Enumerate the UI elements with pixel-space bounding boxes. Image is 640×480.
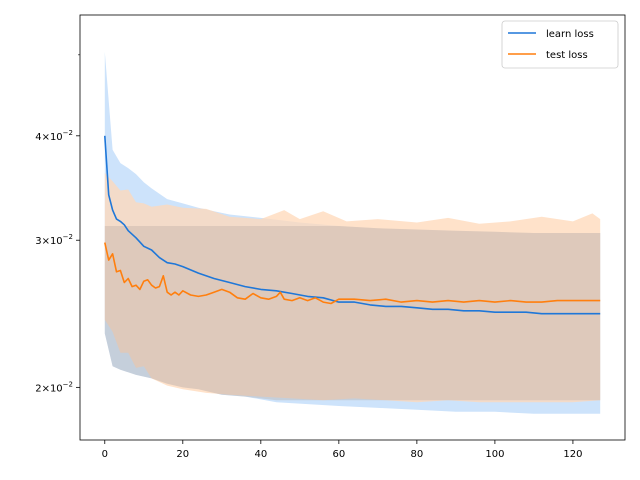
x-axis-ticks: 0 20 40 60 80 100 120 (102, 440, 582, 460)
x-tick-label: 40 (254, 449, 267, 460)
legend: learn loss test loss (501, 20, 619, 69)
plot-frame (79, 14, 626, 441)
line-learn-loss (104, 135, 601, 315)
line-test-loss (104, 242, 601, 305)
band-overlap (104, 226, 601, 401)
x-tick-label: 120 (563, 449, 582, 460)
x-tick-label: 100 (485, 449, 504, 460)
x-tick-label: 0 (102, 449, 108, 460)
band-test-loss (104, 173, 601, 403)
x-tick-label: 20 (176, 449, 189, 460)
x-tick-label: 80 (411, 449, 424, 460)
y-tick-label: 3×10−2 (35, 233, 73, 247)
y-tick-label: 2×10−2 (35, 380, 73, 394)
x-tick-label: 60 (332, 449, 345, 460)
series-lines (104, 135, 601, 315)
y-tick-label: 4×10−2 (35, 129, 73, 143)
legend-label: test loss (546, 50, 588, 61)
confidence-bands (104, 51, 601, 414)
legend-label: learn loss (546, 29, 594, 40)
